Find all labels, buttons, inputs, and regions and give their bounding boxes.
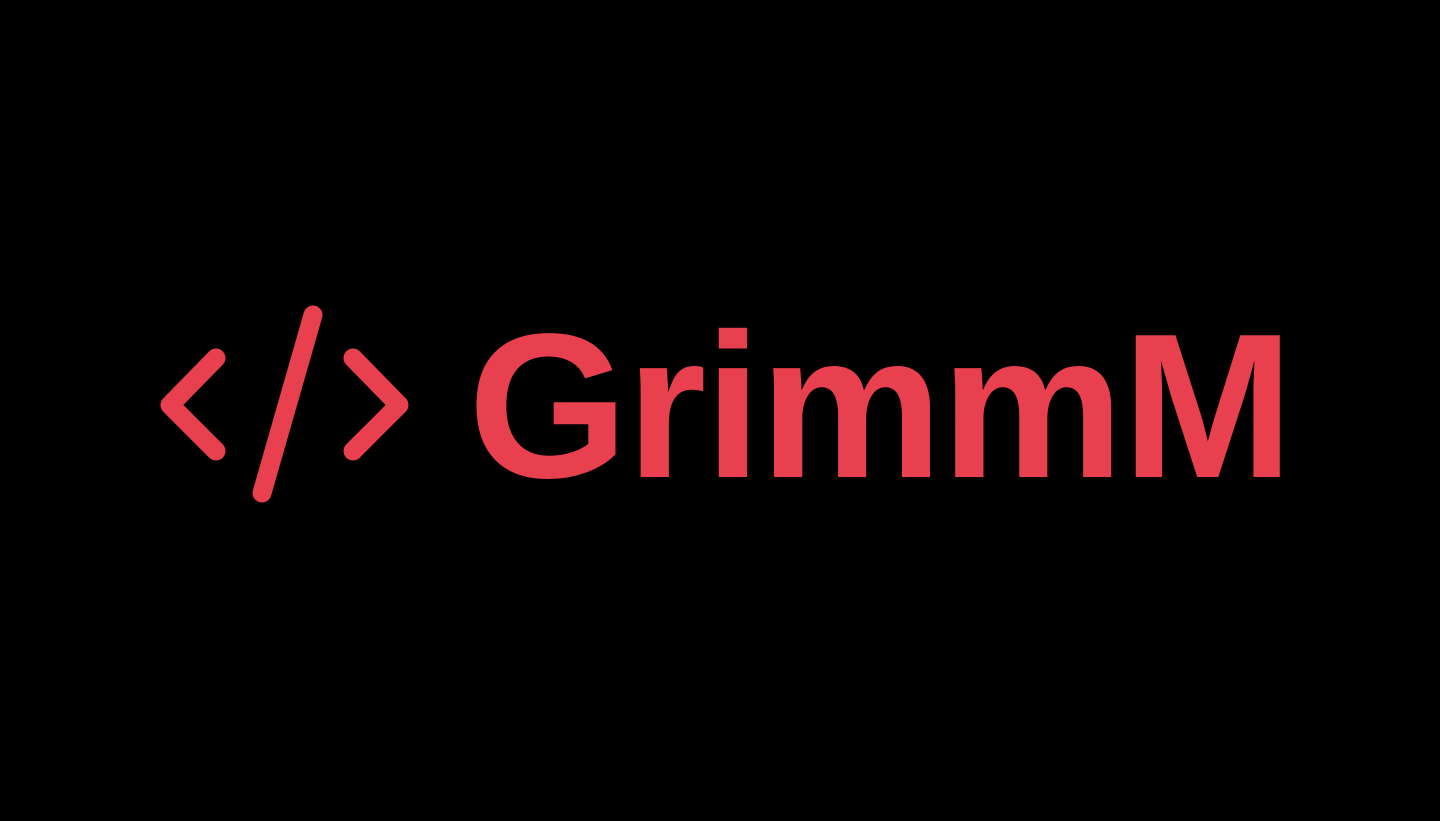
code-brackets-icon — [160, 305, 409, 503]
left-angle-bracket — [160, 348, 226, 461]
brand-name: GrimmM — [468, 291, 1294, 521]
forward-slash — [252, 305, 323, 503]
right-angle-bracket — [343, 348, 409, 461]
